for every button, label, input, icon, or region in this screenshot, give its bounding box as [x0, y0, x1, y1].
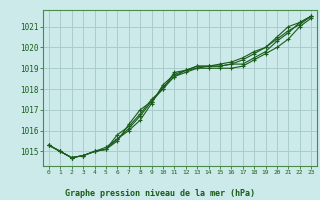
Text: Graphe pression niveau de la mer (hPa): Graphe pression niveau de la mer (hPa) [65, 189, 255, 198]
